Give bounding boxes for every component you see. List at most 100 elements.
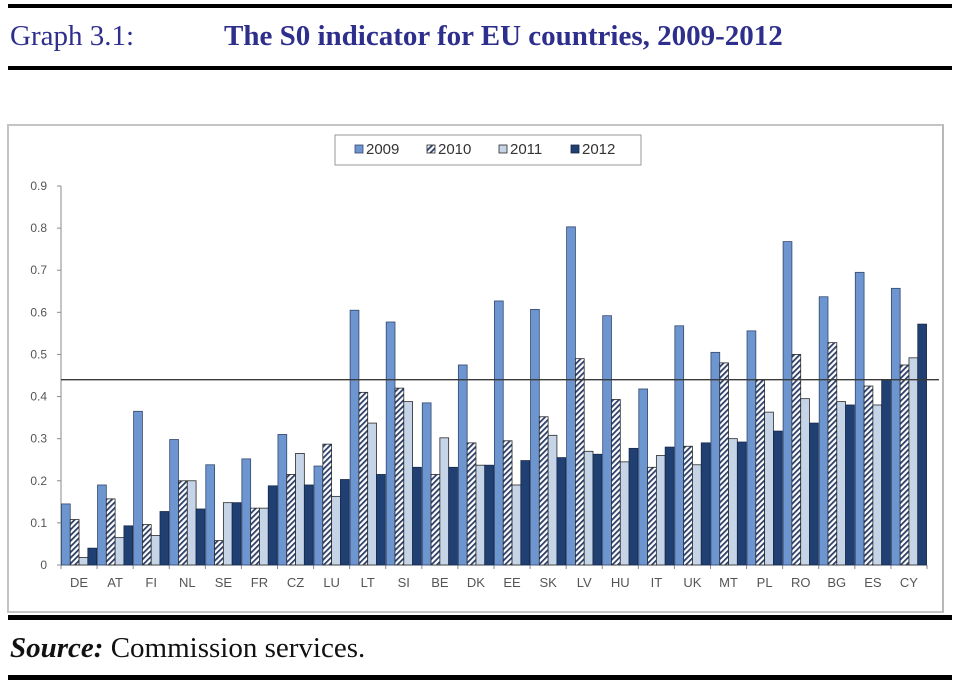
source-text: Commission services. bbox=[103, 632, 366, 664]
bar-2011-CZ bbox=[295, 453, 305, 566]
x-tick-label: IT bbox=[651, 575, 663, 590]
bar-2011-LU bbox=[331, 495, 341, 566]
bar-2012-EE bbox=[520, 460, 531, 566]
source-label: Source: bbox=[10, 632, 104, 664]
bar-2011-UK bbox=[692, 464, 702, 566]
y-tick-label: 0.4 bbox=[30, 390, 47, 404]
bar-2009-RO bbox=[782, 241, 793, 566]
x-tick-label: SK bbox=[539, 575, 557, 590]
bar-2009-LU bbox=[313, 465, 324, 566]
bar-2011-SK bbox=[547, 434, 558, 566]
bar-2011-FI bbox=[150, 535, 161, 566]
x-tick-label: FR bbox=[251, 575, 268, 590]
x-tick-label: LT bbox=[361, 575, 375, 590]
bar-2009-ES bbox=[854, 271, 865, 566]
chart-axes: 0 0.1 0.2 0.3 0.4 0.5 0.6 0.7 0.8 0.9 DE AT FI NL SE FR… bbox=[30, 179, 928, 590]
bar-2010-DE bbox=[69, 519, 80, 566]
x-tick-label: NL bbox=[179, 575, 196, 590]
y-tick-label: 0.1 bbox=[30, 516, 47, 530]
bar-2010-SE bbox=[214, 540, 224, 566]
x-tick-label: HU bbox=[611, 575, 630, 590]
bar-2012-MT bbox=[736, 441, 747, 566]
bar-2009-LT bbox=[349, 309, 360, 566]
bar-2011-RO bbox=[800, 398, 810, 566]
bar-2010-AT bbox=[105, 498, 116, 566]
x-tick-label: CZ bbox=[287, 575, 304, 590]
x-tick-label: CY bbox=[900, 575, 918, 590]
chart-frame: 2009 2010 2011 2012 0 0.1 0.2 0.3 0.4 0.5 0.6 0.7 0… bbox=[7, 124, 944, 613]
x-tick-label: AT bbox=[107, 575, 123, 590]
bar-2010-NL bbox=[178, 480, 188, 566]
bar-2011-FR bbox=[259, 507, 269, 566]
x-tick-label: LV bbox=[577, 575, 592, 590]
bar-2010-SI bbox=[394, 387, 405, 566]
y-tick-label: 0.9 bbox=[30, 179, 47, 193]
x-tick-label: SE bbox=[215, 575, 233, 590]
x-tick-label: LU bbox=[323, 575, 340, 590]
bar-2010-FI bbox=[142, 524, 152, 566]
top-rule bbox=[8, 4, 952, 8]
bar-2012-PL bbox=[773, 430, 783, 566]
bar-2012-AT bbox=[123, 525, 134, 566]
legend-swatch-2011 bbox=[498, 144, 508, 154]
bar-2011-HU bbox=[619, 461, 630, 566]
bar-2010-BE bbox=[430, 474, 441, 566]
bar-2011-PL bbox=[764, 411, 774, 566]
bar-2009-UK bbox=[674, 325, 685, 566]
bar-2009-HU bbox=[602, 315, 612, 566]
bar-2010-EE bbox=[502, 440, 513, 566]
bar-2009-AT bbox=[97, 484, 107, 566]
x-tick-label: FI bbox=[145, 575, 157, 590]
bar-2012-FR bbox=[267, 485, 278, 566]
bar-2009-FI bbox=[133, 410, 143, 566]
bar-2009-LV bbox=[566, 226, 576, 566]
source-note: Source: Commission services. bbox=[10, 632, 365, 665]
bar-2011-LV bbox=[583, 450, 594, 566]
y-tick-label: 0 bbox=[40, 558, 47, 572]
bar-2009-SE bbox=[205, 464, 215, 566]
bar-2009-NL bbox=[169, 439, 179, 566]
bar-2011-CY bbox=[908, 357, 919, 566]
legend-box bbox=[334, 134, 642, 166]
bar-2011-SI bbox=[403, 401, 413, 566]
legend-label-2012: 2012 bbox=[582, 141, 615, 158]
bar-2010-UK bbox=[683, 445, 693, 566]
y-tick-label: 0.2 bbox=[30, 474, 47, 488]
bar-2009-SI bbox=[385, 321, 396, 566]
bar-2010-IT bbox=[647, 466, 657, 566]
bar-2009-EE bbox=[494, 300, 504, 566]
bar-2010-BG bbox=[827, 342, 838, 566]
bar-2012-HU bbox=[628, 447, 639, 566]
bar-2010-LT bbox=[358, 391, 369, 566]
legend-swatch-2012 bbox=[570, 144, 580, 154]
x-tick-label: SI bbox=[398, 575, 410, 590]
y-tick-label: 0.5 bbox=[30, 347, 47, 361]
bar-2009-IT bbox=[638, 388, 648, 566]
chart-bars bbox=[61, 226, 927, 566]
bar-2011-DE bbox=[78, 557, 89, 566]
bar-2011-NL bbox=[186, 480, 197, 566]
bar-2009-SK bbox=[530, 308, 540, 566]
bottom-rule bbox=[8, 675, 952, 680]
bar-2012-UK bbox=[700, 442, 711, 566]
bar-2009-BE bbox=[421, 402, 432, 566]
chart-legend: 2009 2010 2011 2012 bbox=[334, 134, 642, 166]
y-tick-label: 0.7 bbox=[30, 263, 47, 277]
bar-2011-SE bbox=[222, 502, 233, 566]
bar-2012-NL bbox=[195, 508, 206, 566]
bar-2010-HU bbox=[611, 399, 621, 566]
bar-2012-CZ bbox=[303, 484, 314, 566]
bar-2011-AT bbox=[114, 537, 125, 566]
bar-2012-FI bbox=[159, 511, 170, 566]
bar-2009-CY bbox=[890, 287, 901, 566]
bar-2010-CZ bbox=[286, 474, 296, 566]
bar-2012-DE bbox=[87, 547, 98, 566]
bar-2012-LV bbox=[592, 453, 603, 566]
y-tick-label: 0.3 bbox=[30, 432, 47, 446]
bar-2009-FR bbox=[241, 458, 252, 566]
bar-2012-CY bbox=[917, 323, 927, 566]
x-tick-label: BG bbox=[827, 575, 846, 590]
graph-label: Graph 3.1: bbox=[10, 20, 135, 52]
x-tick-label: MT bbox=[719, 575, 738, 590]
bar-2009-DE bbox=[61, 503, 71, 566]
